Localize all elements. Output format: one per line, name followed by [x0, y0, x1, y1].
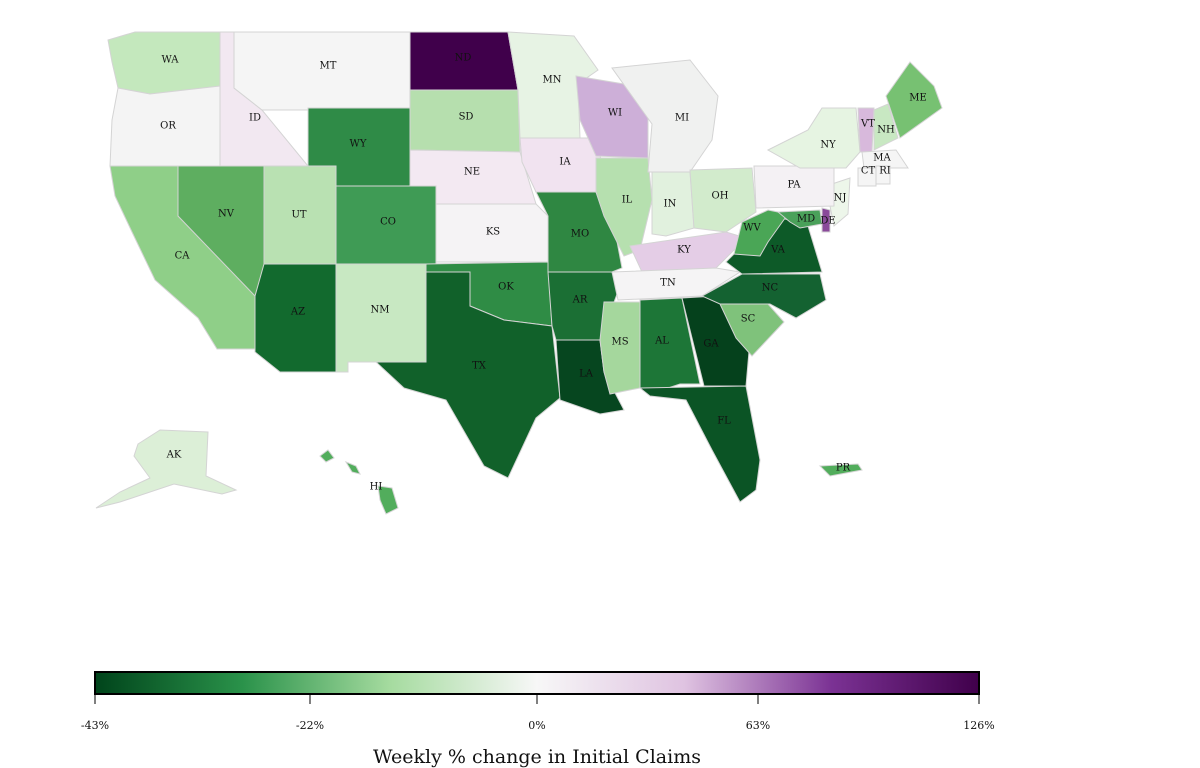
state-label-md: MD [797, 214, 815, 225]
state-label-mi: MI [675, 113, 689, 124]
state-ms [599, 301, 641, 395]
state-ct [857, 167, 877, 187]
state-de [821, 207, 831, 233]
state-ma [861, 149, 909, 169]
state-hi [319, 449, 399, 515]
state-label-de: DE [820, 216, 835, 227]
state-label-ia: IA [559, 157, 571, 168]
state-label-wi: WI [608, 108, 622, 119]
state-label-sd: SD [459, 112, 474, 123]
state-label-ne: NE [464, 167, 480, 178]
state-label-sc: SC [741, 314, 756, 325]
state-label-wa: WA [161, 55, 179, 66]
state-oh [689, 167, 757, 233]
state-fl [638, 385, 761, 503]
state-label-mo: MO [571, 229, 589, 240]
state-label-nc: NC [762, 283, 779, 294]
colorbar-tick-label: -22% [296, 719, 324, 732]
state-label-oh: OH [712, 191, 729, 202]
colorbar [94, 671, 980, 695]
state-tx [374, 271, 561, 479]
state-label-in: IN [664, 199, 677, 210]
state-label-ri: RI [879, 166, 891, 177]
state-label-ky: KY [677, 245, 691, 256]
state-pr [818, 463, 863, 477]
state-label-wy: WY [350, 139, 367, 150]
state-label-pa: PA [787, 180, 801, 191]
state-label-ok: OK [498, 282, 514, 293]
state-mi [611, 59, 719, 173]
state-label-ga: GA [703, 339, 719, 350]
state-label-va: VA [770, 245, 786, 256]
state-labels: WA OR CA ID NV MT WY UT AZ CO NM ND SD NE KS OK TX MN IA MO… [160, 53, 927, 493]
state-label-nm: NM [371, 305, 390, 316]
state-label-me: ME [909, 93, 927, 104]
state-label-vt: VT [860, 119, 875, 130]
state-label-ak: AK [166, 450, 182, 461]
state-label-id: ID [249, 113, 261, 124]
state-label-tn: TN [660, 278, 676, 289]
state-label-al: AL [654, 336, 669, 347]
state-label-ks: KS [486, 227, 500, 238]
state-label-mn: MN [543, 75, 562, 86]
state-nm [335, 263, 427, 373]
state-label-nh: NH [877, 125, 895, 136]
state-label-nd: ND [455, 53, 472, 64]
state-label-az: AZ [290, 307, 305, 318]
state-label-ut: UT [291, 210, 306, 221]
state-nh [873, 103, 899, 151]
state-label-nv: NV [218, 209, 235, 220]
state-label-ms: MS [611, 337, 628, 348]
state-tn [611, 267, 742, 301]
state-label-wv: WV [743, 223, 761, 234]
colorbar-ticks: -43% -22% 0% 63% 126% [81, 694, 995, 732]
state-label-mt: MT [320, 61, 337, 72]
states-layer [95, 31, 943, 515]
colorbar-tick-label: 126% [963, 719, 994, 732]
state-wv [733, 209, 789, 257]
state-ny [766, 107, 861, 169]
state-label-hi: HI [370, 482, 383, 493]
state-label-tx: TX [472, 361, 487, 372]
state-label-ma: MA [873, 153, 891, 164]
colorbar-tick-label: -43% [81, 719, 109, 732]
state-label-pr: PR [836, 463, 851, 474]
colorbar-tick-label: 0% [528, 719, 545, 732]
state-label-nj: NJ [834, 193, 847, 204]
state-vt [857, 107, 875, 153]
state-label-or: OR [160, 121, 176, 132]
colorbar-legend: -43% -22% 0% 63% 126% Weekly % change in Ini… [81, 671, 995, 768]
state-label-la: LA [579, 369, 594, 380]
state-ri [875, 165, 891, 185]
legend-title: Weekly % change in Initial Claims [373, 746, 701, 768]
state-label-ny: NY [820, 140, 836, 151]
state-ak [95, 429, 238, 509]
state-me [885, 61, 943, 139]
state-ky [629, 231, 747, 273]
state-label-ct: CT [861, 166, 876, 177]
state-label-co: CO [380, 217, 396, 228]
state-label-ca: CA [175, 251, 191, 262]
state-label-ar: AR [572, 295, 588, 306]
state-label-fl: FL [717, 416, 731, 427]
state-label-il: IL [622, 195, 633, 206]
colorbar-tick-label: 63% [746, 719, 770, 732]
state-az [254, 263, 337, 373]
state-md [776, 209, 823, 229]
